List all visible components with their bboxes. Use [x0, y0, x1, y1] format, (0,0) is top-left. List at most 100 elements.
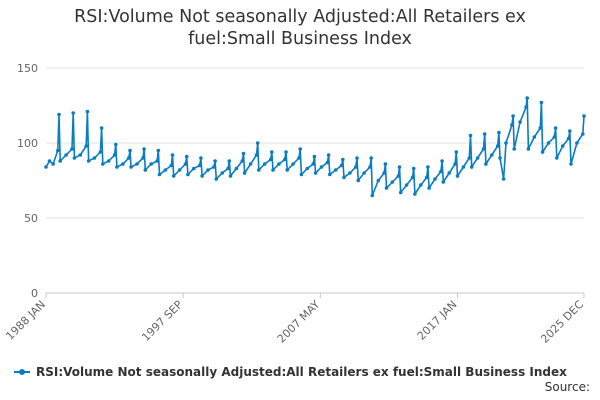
- data-point: [484, 162, 488, 166]
- data-point: [342, 175, 346, 180]
- y-tick-label: 150: [17, 62, 38, 75]
- data-point: [163, 168, 168, 172]
- data-point: [526, 147, 531, 151]
- data-point: [498, 156, 502, 160]
- data-point: [44, 165, 48, 169]
- data-point: [171, 174, 176, 178]
- data-point: [355, 156, 359, 160]
- data-point: [177, 168, 182, 172]
- data-point: [390, 180, 395, 184]
- data-point: [277, 162, 281, 166]
- data-point: [404, 183, 409, 187]
- data-point: [532, 135, 537, 139]
- data-point: [192, 166, 196, 171]
- data-point: [214, 177, 219, 181]
- data-point: [427, 186, 431, 190]
- data-point: [241, 151, 246, 156]
- y-tick-label: 100: [17, 137, 38, 150]
- data-point: [271, 168, 275, 172]
- data-point: [433, 177, 437, 181]
- data-point: [511, 114, 515, 118]
- data-point: [270, 150, 274, 154]
- data-point: [141, 156, 145, 160]
- data-point: [242, 171, 247, 175]
- data-point: [362, 171, 366, 175]
- data-point: [413, 192, 417, 196]
- data-point: [326, 153, 331, 157]
- data-point: [200, 174, 204, 178]
- data-point: [469, 165, 474, 169]
- y-tick-label: 50: [24, 212, 38, 225]
- data-point: [227, 159, 232, 163]
- data-point: [298, 147, 303, 151]
- data-point: [512, 147, 516, 151]
- data-point: [51, 162, 55, 166]
- data-point: [495, 144, 500, 148]
- data-point: [128, 148, 132, 153]
- data-point: [382, 171, 387, 175]
- data-point: [419, 183, 423, 187]
- legend[interactable]: RSI:Volume Not seasonally Adjusted:All R…: [14, 365, 567, 379]
- data-point: [255, 141, 260, 145]
- data-point: [384, 186, 389, 190]
- data-point: [142, 147, 146, 151]
- data-point: [86, 159, 91, 163]
- data-point: [398, 190, 403, 195]
- x-tick-label: 2007 MAY: [275, 298, 323, 346]
- data-point: [312, 154, 317, 159]
- data-point: [186, 172, 190, 177]
- data-point: [155, 159, 159, 163]
- data-point: [262, 162, 267, 166]
- data-point: [99, 126, 104, 130]
- data-point: [482, 132, 487, 136]
- data-point: [183, 162, 188, 166]
- x-axis-ticks: 1988 JAN 1997 SEP 2007 MAY 2017 JAN 2025 DEC: [3, 293, 586, 346]
- legend-marker-icon: [14, 367, 30, 377]
- data-point: [369, 156, 374, 160]
- data-point: [447, 171, 452, 175]
- data-point: [490, 153, 494, 157]
- data-point: [455, 174, 460, 178]
- chart-title: RSI:Volume Not seasonally Adjusted:All R…: [0, 6, 600, 50]
- data-point: [368, 165, 372, 169]
- data-point: [71, 111, 75, 115]
- data-point: [291, 162, 295, 166]
- data-point: [70, 147, 74, 151]
- data-point: [206, 168, 210, 172]
- x-tick-label: 2017 JAN: [415, 298, 460, 343]
- data-point: [569, 162, 573, 166]
- data-point: [268, 157, 273, 162]
- data-point: [101, 162, 105, 166]
- data-point: [426, 165, 430, 169]
- data-point: [72, 156, 77, 160]
- x-tick-label: 1988 JAN: [3, 298, 48, 343]
- x-tick-label: 2025 DEC: [538, 298, 586, 346]
- data-point: [143, 168, 148, 172]
- data-point: [441, 180, 446, 184]
- series-line: [45, 97, 585, 197]
- data-point: [440, 159, 444, 163]
- data-point: [454, 150, 459, 154]
- data-point: [354, 165, 358, 169]
- data-point: [560, 144, 565, 148]
- data-point: [212, 165, 216, 169]
- data-point: [383, 162, 388, 166]
- data-point: [98, 150, 103, 154]
- data-point: [339, 163, 344, 168]
- data-point: [106, 159, 111, 163]
- data-point: [439, 169, 443, 174]
- data-point: [475, 156, 480, 160]
- data-point: [341, 157, 345, 162]
- data-point: [254, 153, 259, 157]
- data-point: [78, 153, 83, 157]
- data-point: [157, 172, 162, 177]
- data-point: [284, 150, 288, 154]
- data-point: [169, 163, 174, 168]
- data-point: [149, 162, 153, 166]
- data-point: [311, 162, 316, 166]
- data-point: [370, 193, 375, 198]
- data-point: [348, 171, 352, 175]
- data-point: [424, 175, 429, 180]
- chart-title-line-1: RSI:Volume Not seasonally Adjusted:All R…: [74, 7, 526, 27]
